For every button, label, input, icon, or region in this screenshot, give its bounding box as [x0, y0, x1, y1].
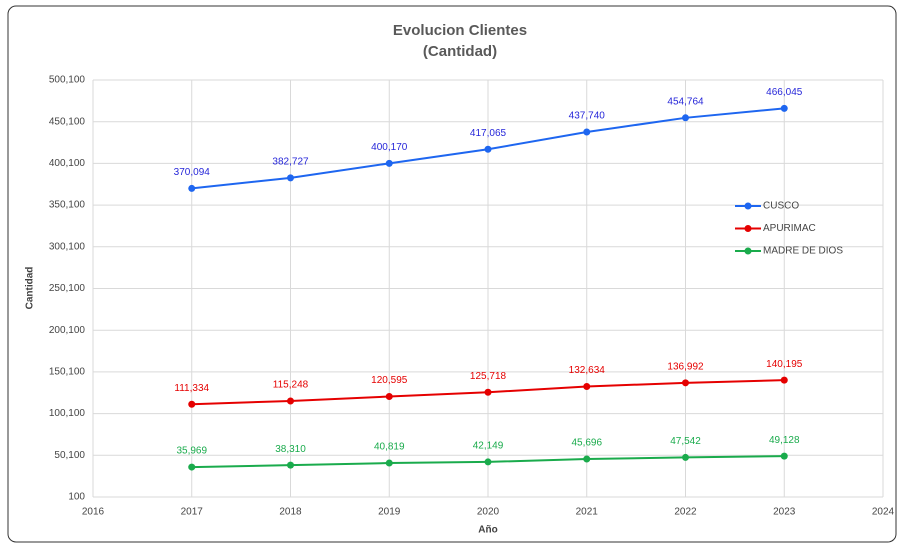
- x-tick-label: 2021: [576, 507, 599, 518]
- data-label: 111,334: [174, 383, 209, 394]
- chart-title: Evolucion Clientes: [393, 22, 527, 39]
- data-label: 47,542: [670, 436, 701, 447]
- data-point: [385, 459, 393, 467]
- y-tick-label: 50,100: [54, 450, 85, 461]
- data-label: 454,764: [667, 96, 704, 107]
- x-tick-label: 2020: [477, 507, 500, 518]
- data-label: 38,310: [275, 444, 306, 455]
- data-label: 40,819: [374, 442, 405, 453]
- x-tick-label: 2016: [82, 507, 105, 518]
- legend-swatch: [744, 202, 752, 210]
- legend-label: CUSCO: [763, 201, 799, 212]
- data-point: [385, 159, 393, 167]
- legend-swatch: [744, 225, 752, 232]
- data-label: 49,128: [769, 435, 800, 446]
- x-axis-title: Año: [478, 525, 497, 536]
- legend-label: MADRE DE DIOS: [763, 246, 843, 257]
- data-label: 45,696: [571, 438, 602, 449]
- data-point: [385, 393, 393, 401]
- data-point: [484, 458, 492, 466]
- data-point: [287, 461, 294, 469]
- data-point: [583, 128, 591, 136]
- data-label: 136,992: [667, 361, 704, 372]
- data-point: [188, 400, 196, 408]
- data-label: 115,248: [273, 380, 309, 391]
- data-label: 382,727: [272, 157, 309, 168]
- chart-frame: [7, 5, 897, 543]
- y-axis-title: Cantidad: [25, 267, 36, 310]
- y-tick-label: 450,100: [49, 116, 86, 127]
- data-point: [780, 104, 788, 112]
- data-point: [583, 455, 591, 463]
- y-tick-label: 100,100: [49, 408, 86, 419]
- y-tick-label: 200,100: [49, 325, 86, 336]
- x-tick-label: 2024: [872, 507, 895, 518]
- data-label: 140,195: [766, 359, 803, 370]
- data-label: 120,595: [371, 375, 408, 386]
- y-tick-label: 300,100: [49, 241, 86, 252]
- x-tick-label: 2019: [378, 507, 401, 518]
- data-point: [484, 145, 492, 153]
- data-point: [682, 114, 689, 122]
- x-tick-label: 2017: [181, 507, 204, 518]
- data-label: 417,065: [470, 128, 507, 139]
- data-point: [682, 379, 689, 387]
- y-tick-label: 350,100: [49, 200, 86, 211]
- data-point: [780, 376, 788, 384]
- x-tick-label: 2022: [674, 507, 697, 518]
- x-tick-label: 2018: [279, 507, 302, 518]
- data-label: 132,634: [569, 365, 606, 376]
- y-tick-label: 100: [68, 492, 85, 503]
- data-label: 42,149: [473, 441, 504, 452]
- data-point: [188, 184, 196, 192]
- data-label: 370,094: [174, 167, 211, 178]
- data-label: 35,969: [176, 446, 207, 457]
- data-point: [780, 452, 788, 460]
- y-tick-label: 250,100: [49, 283, 86, 294]
- data-point: [287, 174, 294, 182]
- data-label: 437,740: [569, 111, 606, 122]
- data-label: 466,045: [766, 87, 803, 98]
- y-tick-label: 400,100: [49, 158, 86, 169]
- data-point: [682, 453, 689, 461]
- y-tick-label: 150,100: [49, 367, 86, 378]
- chart-subtitle: (Cantidad): [423, 43, 497, 60]
- y-tick-label: 500,100: [49, 75, 86, 86]
- legend-swatch: [744, 247, 752, 255]
- legend-label: APURIMAC: [763, 223, 816, 234]
- data-point: [287, 397, 294, 405]
- data-label: 125,718: [470, 371, 507, 382]
- data-point: [188, 463, 196, 471]
- x-tick-label: 2023: [773, 507, 796, 518]
- data-label: 400,170: [371, 142, 408, 153]
- data-point: [484, 388, 492, 396]
- data-point: [583, 382, 591, 390]
